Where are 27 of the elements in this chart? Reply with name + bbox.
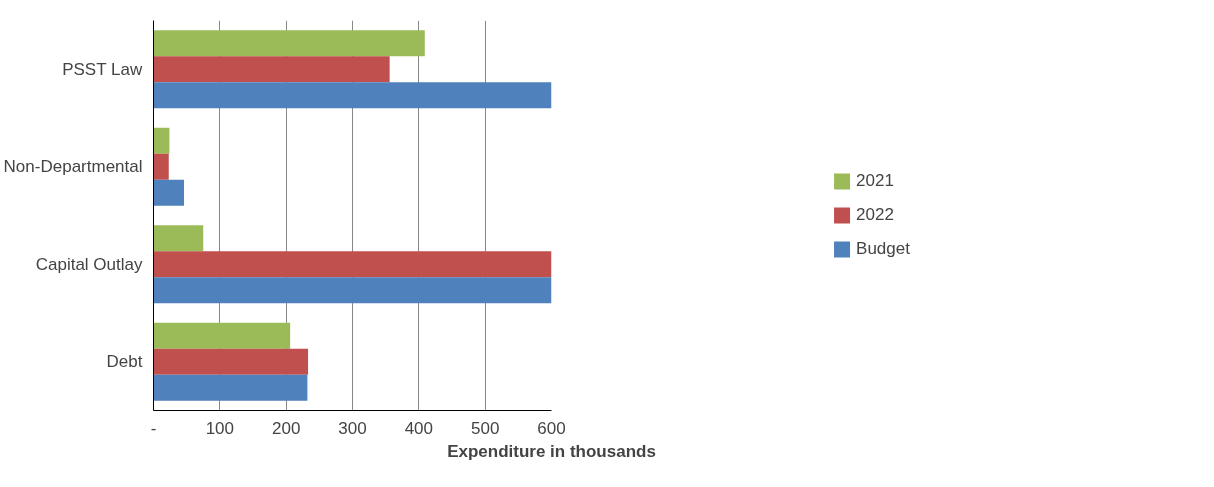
x-tick-label: - [150,418,157,438]
legend-label: 2021 [856,171,894,191]
bar [153,179,185,206]
bar [153,322,291,349]
bar [153,153,169,180]
x-axis-title: Expenditure in thousands [447,441,656,461]
x-tick-label: 600 [537,418,566,438]
bar [153,374,308,401]
y-tick-label: Non-Departmental [3,157,143,177]
x-tick-label: 500 [470,418,500,438]
bar [153,251,552,278]
legend-label: Budget [856,239,910,259]
y-tick-label: Capital Outlay [35,254,143,274]
x-tick-label: 300 [338,418,367,438]
bar [153,82,552,109]
bar [153,56,390,83]
legend-label: 2022 [856,205,894,225]
bar [153,30,425,57]
bar [153,348,309,375]
x-tick-label: 200 [271,418,301,438]
x-tick-label: 100 [205,418,235,438]
bar [153,127,170,154]
y-tick-label: PSST Law [62,59,143,79]
bar [153,225,204,252]
y-tick-label: Debt [106,352,143,372]
bar [153,277,552,304]
x-tick-label: 400 [404,418,434,438]
